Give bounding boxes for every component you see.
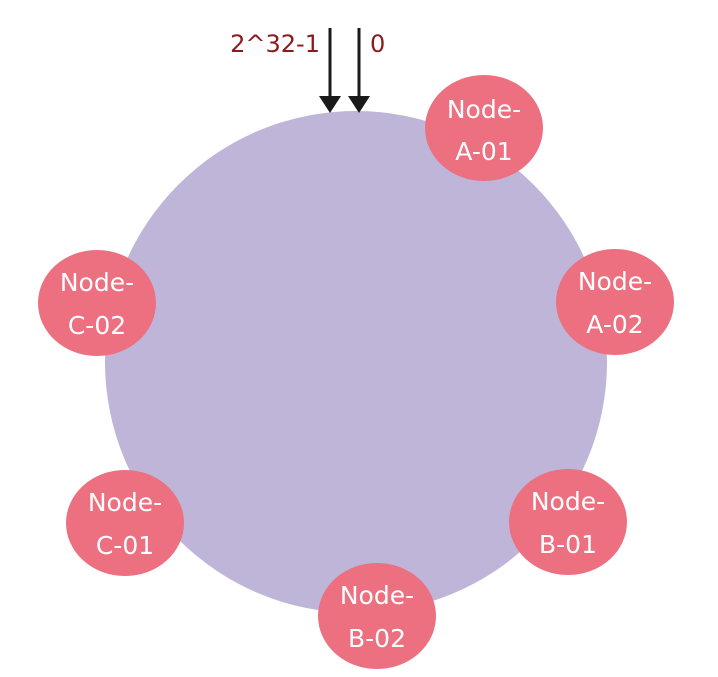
node-b-01-line1: Node- (531, 487, 605, 516)
max-value-label: 2^32-1 (230, 30, 320, 58)
node-b-02-line1: Node- (340, 581, 414, 610)
ring-start-markers: 2^32-1 0 (230, 28, 385, 113)
node-a-02: Node- A-02 (556, 249, 674, 355)
max-value-arrowhead (319, 96, 341, 113)
node-a-01-bubble (425, 75, 543, 181)
zero-value-arrowhead (348, 96, 370, 113)
node-a-01-line2: A-01 (455, 137, 512, 166)
node-c-01-line2: C-01 (96, 531, 154, 560)
node-b-02-line2: B-02 (348, 624, 406, 653)
node-c-02: Node- C-02 (38, 250, 156, 356)
node-b-01-bubble (509, 469, 627, 575)
node-a-01: Node- A-01 (425, 75, 543, 181)
zero-value-label: 0 (370, 30, 385, 58)
node-b-01: Node- B-01 (509, 469, 627, 575)
node-b-02: Node- B-02 (318, 563, 436, 669)
node-b-02-bubble (318, 563, 436, 669)
node-a-02-line1: Node- (578, 267, 652, 296)
node-a-01-line1: Node- (447, 95, 521, 124)
node-c-01-bubble (66, 470, 184, 576)
hash-ring (105, 111, 607, 613)
node-b-01-line2: B-01 (539, 530, 597, 559)
node-c-02-line2: C-02 (68, 311, 126, 340)
node-c-01: Node- C-01 (66, 470, 184, 576)
node-a-02-bubble (556, 249, 674, 355)
node-a-02-line2: A-02 (586, 310, 643, 339)
node-c-02-line1: Node- (60, 268, 134, 297)
node-c-02-bubble (38, 250, 156, 356)
node-c-01-line1: Node- (88, 488, 162, 517)
